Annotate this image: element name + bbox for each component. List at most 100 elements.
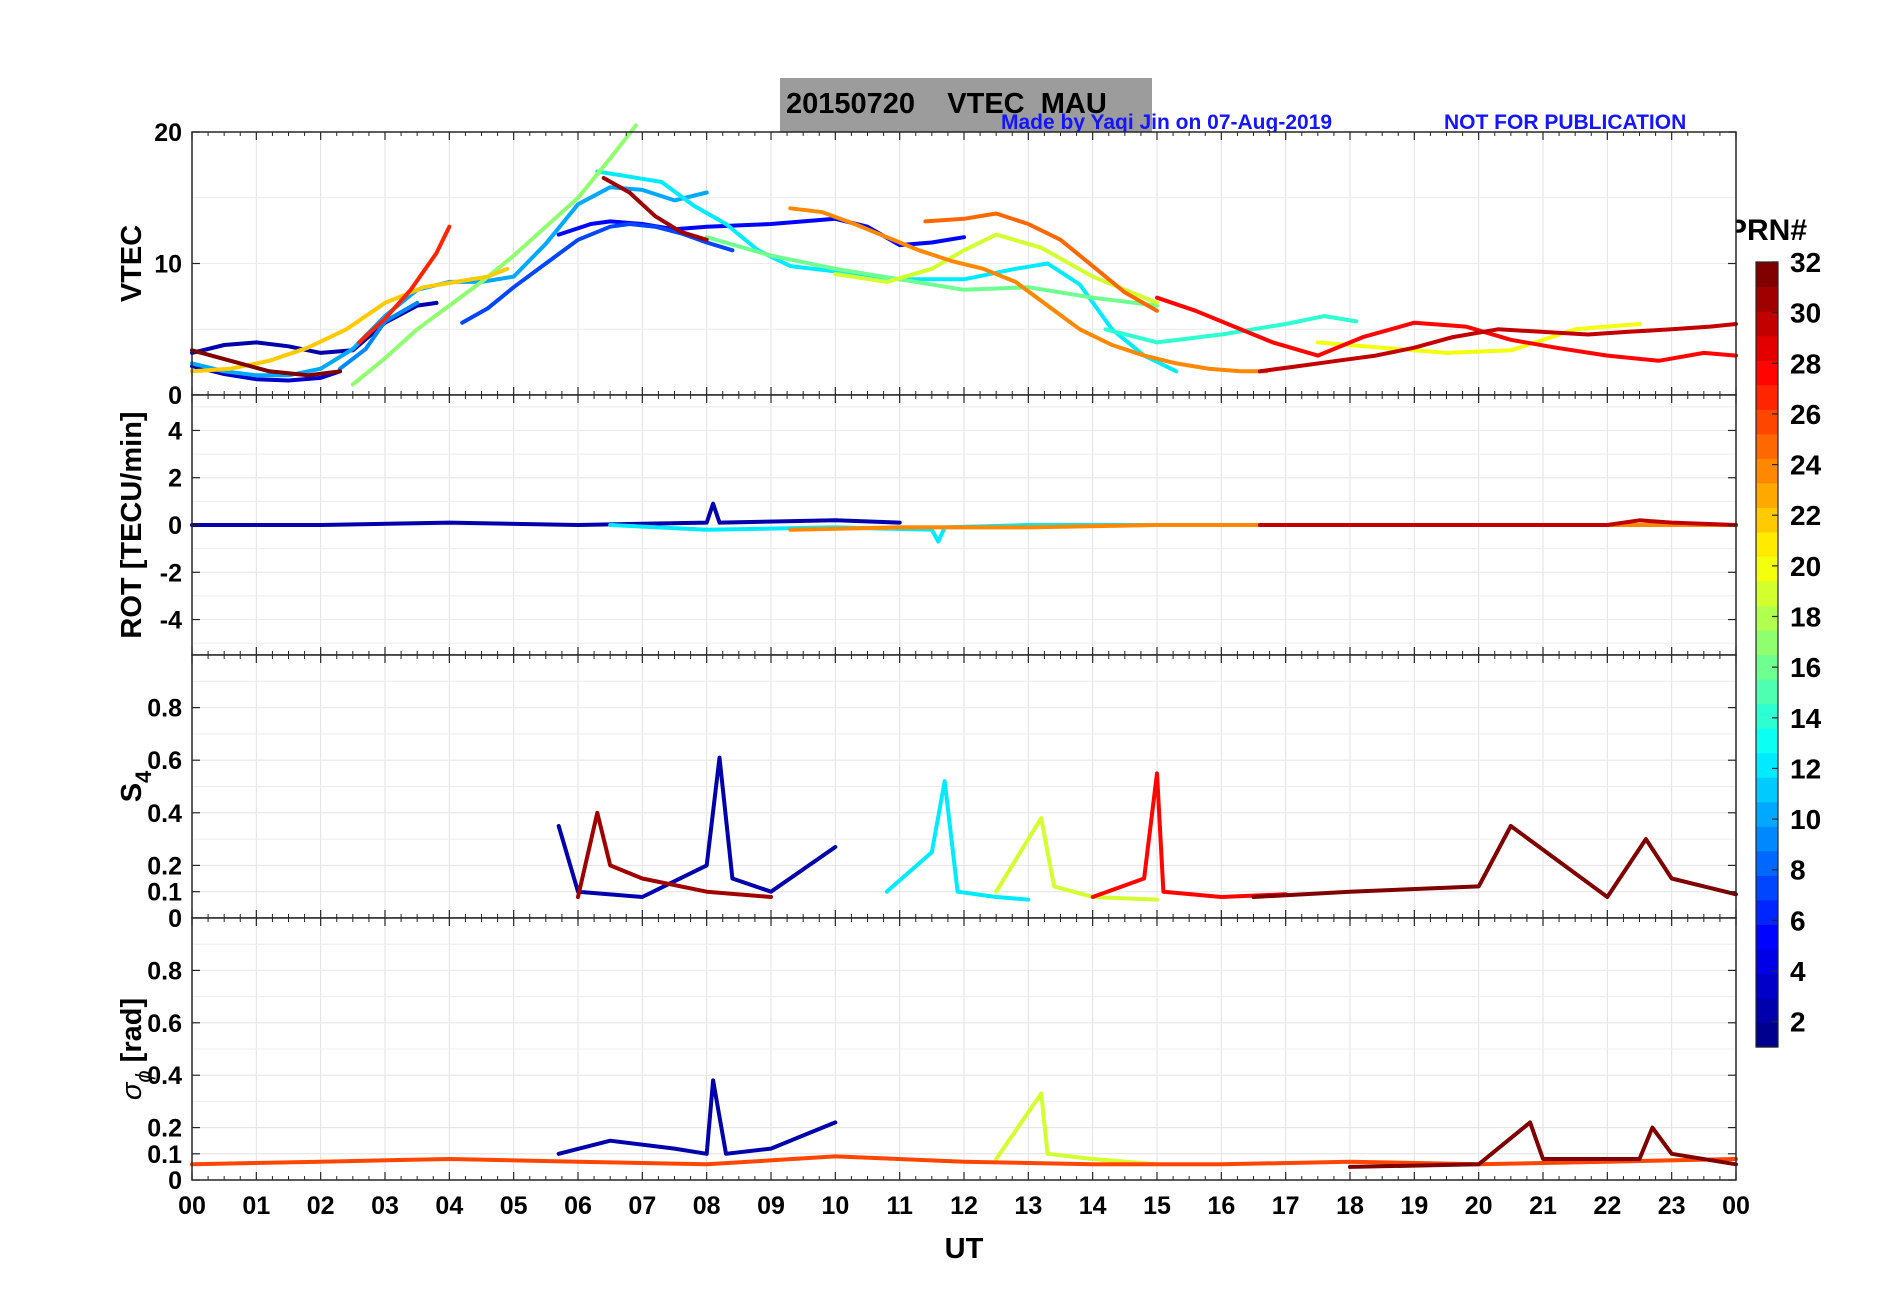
made-by-note: Made by Yaqi Jin on 07-Aug-2019 [1001,111,1333,134]
series-line-prn-19 [833,232,1159,305]
x-tick-label: 03 [371,1192,399,1220]
colorbar-band [1756,335,1778,361]
series-line-prn-12 [608,523,1159,544]
colorbar-band [1756,458,1778,484]
series-line-prn-28 [1090,771,1288,899]
colorbar-title: PRN# [1727,214,1808,247]
colorbar-tick-label: 24 [1790,450,1822,481]
publication-notice: NOT FOR PUBLICATION [1444,111,1687,134]
series-line-prn-24 [788,206,1269,374]
x-tick-label: 15 [1143,1192,1171,1220]
colorbar-band [1756,311,1778,337]
y-tick-label: 0.6 [147,1010,182,1038]
series-line-prn-16 [704,235,1159,308]
y-axis-label: S4 [116,770,156,802]
series-line-prn-12 [884,779,1031,902]
y-axis-label: VTEC [116,225,148,302]
colorbar-tick-label: 14 [1790,703,1822,734]
series-line-prn-17 [350,123,638,387]
x-tick-label: 19 [1400,1192,1428,1220]
x-tick-label: 21 [1529,1192,1557,1220]
series-line-prn-30 [1257,518,1738,527]
colorbar-band [1756,777,1778,803]
y-tick-label: 0.4 [147,800,182,828]
y-tick-label: 0.1 [147,879,182,907]
colorbar-band [1756,286,1778,312]
colorbar-band [1756,654,1778,680]
series-line-prn-32 [1251,824,1738,899]
y-tick-label: 20 [154,119,182,147]
x-tick-label: 13 [1014,1192,1042,1220]
colorbar-band [1756,752,1778,778]
colorbar-band [1756,1022,1778,1048]
series-line-prn-2 [556,755,838,899]
y-tick-label: 2 [168,465,182,493]
colorbar-tick-label: 6 [1790,905,1806,936]
y-axis-label-sigma: σ [116,1081,148,1100]
series-line-prn-28 [1155,295,1738,363]
x-axis-label: UT [945,1233,984,1265]
series-line-prn-31 [576,810,773,899]
y-tick-label: 0.4 [147,1062,182,1090]
colorbar-tick-label: 10 [1790,804,1821,835]
colorbar-tick-label: 12 [1790,753,1821,784]
colorbar-tick-label: 2 [1790,1007,1806,1038]
x-tick-label: 00 [1722,1192,1750,1220]
colorbar-tick-label: 18 [1790,602,1821,633]
colorbar-band [1756,262,1778,288]
colorbar-tick-label: 32 [1790,247,1821,278]
colorbar-tick-label: 16 [1790,652,1821,683]
colorbar-band [1756,482,1778,508]
colorbar-tick-label: 4 [1790,956,1806,987]
colorbar-tick-label: 20 [1790,551,1821,582]
colorbar-band [1756,826,1778,852]
series-line-prn-9 [338,300,420,371]
title-box [780,78,1152,134]
panel-VTEC: 0 10 20 VTEC [116,119,1738,410]
colorbar-band [1756,948,1778,975]
colorbar-band [1756,703,1778,729]
y-tick-label: 0 [168,905,182,933]
series-line-prn-25 [923,211,1159,313]
series-line-prn-32 [190,348,342,378]
colorbar-band [1756,899,1778,925]
colorbar-band [1756,629,1778,656]
x-tick-label: 12 [950,1192,978,1220]
colorbar-band [1756,556,1778,582]
colorbar-band [1756,384,1778,410]
colorbar-frame [1755,261,1779,1048]
y-axis-label: ROT [TECU/min] [116,411,148,638]
y-tick-label: 0 [168,382,182,410]
colorbar-tick-label: 26 [1790,399,1821,430]
colorbar-band [1756,409,1778,435]
x-tick-label: 00 [178,1192,206,1220]
colorbar-band [1756,924,1778,950]
x-tick-label: 05 [500,1192,528,1220]
series-line-prn-31 [601,176,709,242]
panel-S4: 00.10.2 0.4 0.6 0.8 S4 [116,654,1738,933]
chart-title: 20150720 VTEC MAU [786,88,1107,120]
y-tick-label: 0.6 [147,747,182,775]
x-tick-label: 20 [1465,1192,1493,1220]
series-line-prn-2 [556,1078,838,1156]
colorbar-tick-label: 28 [1790,348,1821,379]
colorbar-tick-label: 30 [1790,298,1821,329]
series-line-prn-27 [357,224,452,345]
x-tick-label: 08 [693,1192,721,1220]
x-tick-label: 01 [242,1192,270,1220]
x-tick-label: 06 [564,1192,592,1220]
panel-sigma_phi: 00.10.2 0.4 0.6 0.8 σϕ [rad] 00 01 02 03 04 05 06 07… [116,917,1750,1265]
colorbar-band [1756,728,1778,754]
y-tick-label: -2 [160,559,182,587]
x-tick-label: 11 [886,1192,913,1220]
y-axis-label-phi: ϕ [131,1070,156,1082]
y-tick-label: 10 [154,251,182,279]
y-tick-label: 0 [168,1167,182,1195]
y-axis-label-sub: 4 [131,770,156,783]
x-tick-label: 18 [1336,1192,1364,1220]
x-tick-label: 17 [1272,1192,1300,1220]
y-tick-label: 0.8 [147,957,182,985]
x-tick-label: 14 [1079,1192,1107,1220]
